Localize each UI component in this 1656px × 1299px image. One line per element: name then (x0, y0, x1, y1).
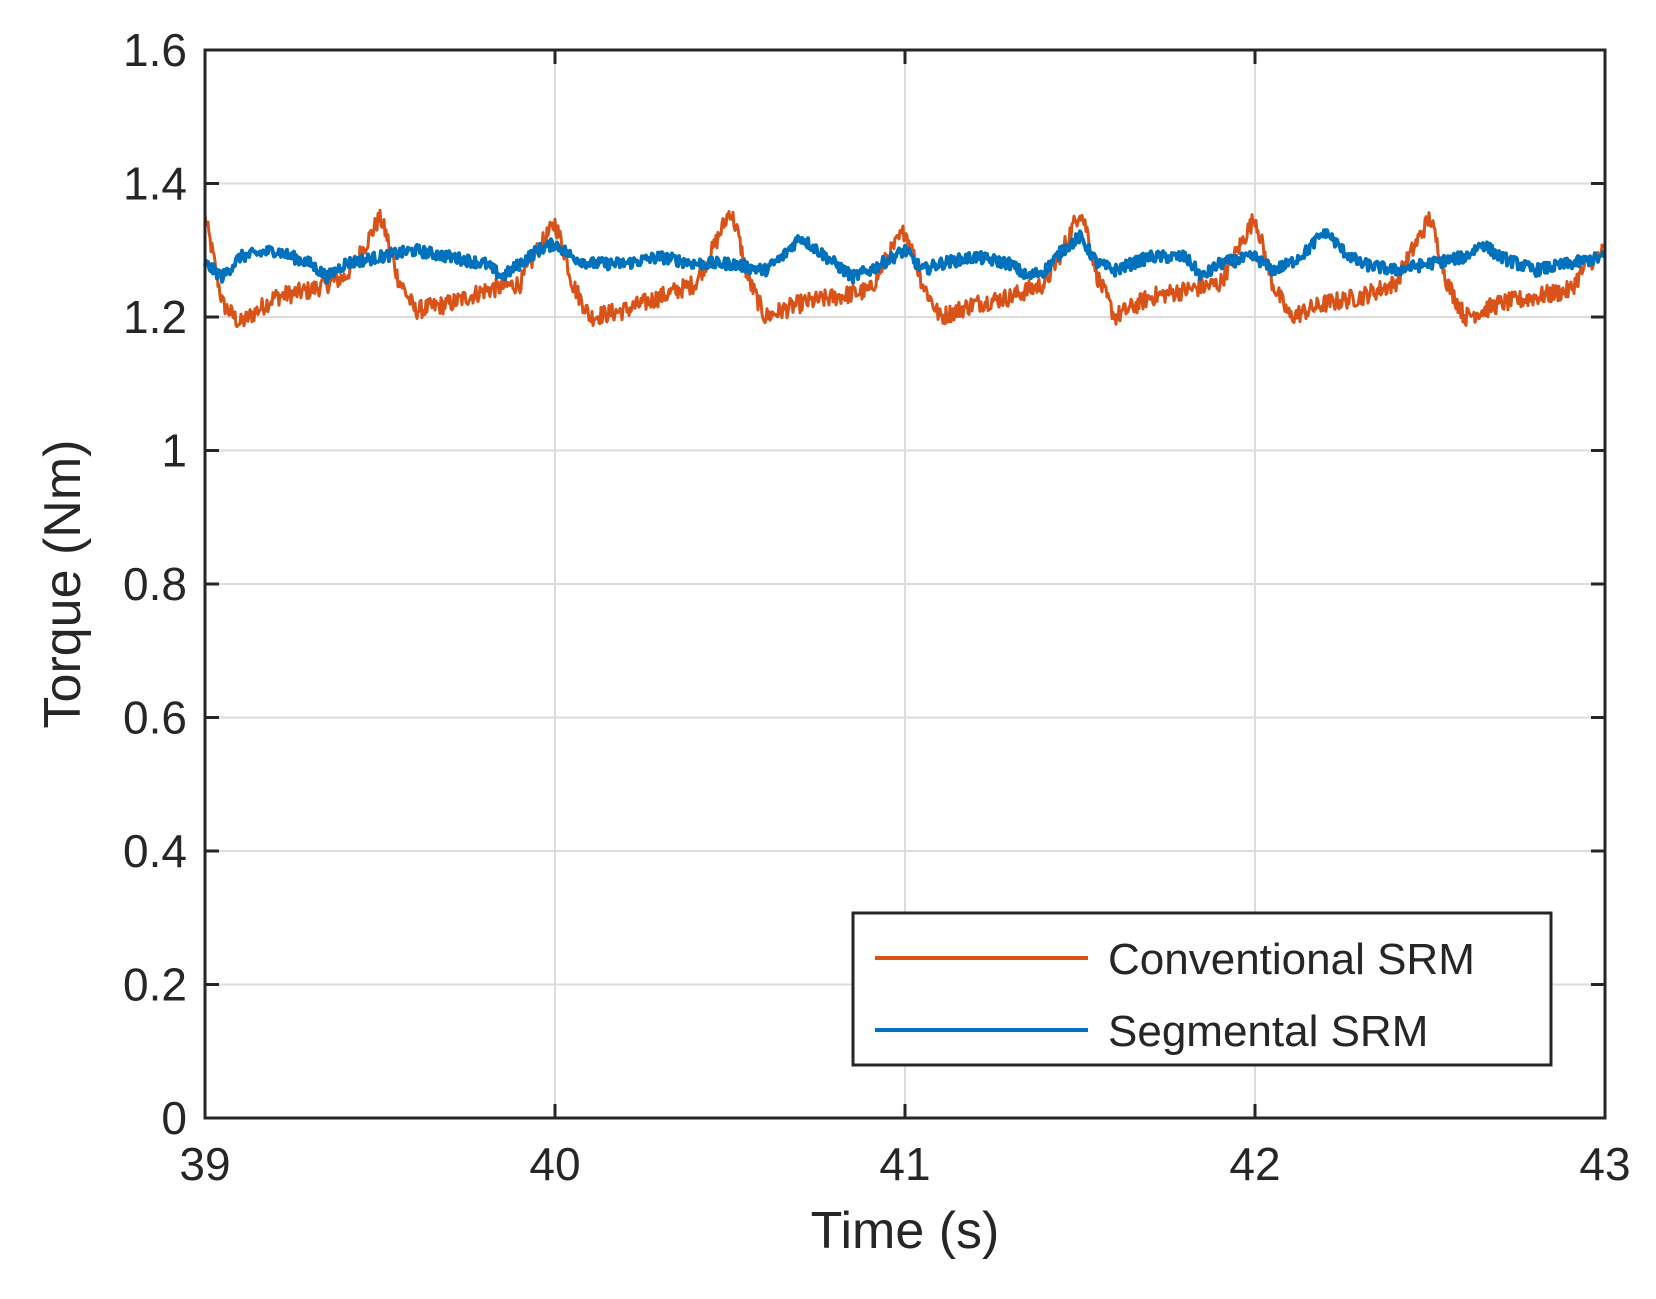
series-layer (203, 208, 1607, 329)
legend-label-segmental: Segmental SRM (1108, 1007, 1428, 1056)
y-tick-label: 0.4 (123, 825, 187, 877)
y-tick-label: 1.2 (123, 291, 187, 343)
y-tick-label: 0.8 (123, 558, 187, 610)
x-tick-labels: 39 40 41 42 43 (179, 1138, 1630, 1190)
series-line-conventional (203, 208, 1607, 329)
y-tick-label: 1.6 (123, 24, 187, 76)
y-tick-label: 1.4 (123, 158, 187, 210)
x-tick-label: 40 (529, 1138, 580, 1190)
tick-marks (203, 48, 1607, 1120)
y-tick-label: 0.2 (123, 959, 187, 1011)
legend: Conventional SRM Segmental SRM (851, 911, 1553, 1067)
x-tick-label: 39 (179, 1138, 230, 1190)
x-tick-label: 43 (1579, 1138, 1630, 1190)
y-axis-title: Torque (Nm) (34, 440, 92, 729)
y-tick-label: 0 (161, 1092, 187, 1144)
y-tick-label: 0.6 (123, 692, 187, 744)
y-tick-labels: 0 0.2 0.4 0.6 0.8 1 1.2 1.4 1.6 (123, 24, 187, 1144)
x-tick-label: 41 (879, 1138, 930, 1190)
y-tick-label: 1 (161, 425, 187, 477)
legend-box (851, 911, 1553, 1067)
legend-label-conventional: Conventional SRM (1108, 935, 1475, 984)
grid-lines (205, 50, 1605, 1118)
x-axis-title: Time (s) (811, 1202, 1000, 1260)
x-tick-label: 42 (1229, 1138, 1280, 1190)
series-line-segmental (203, 228, 1607, 285)
